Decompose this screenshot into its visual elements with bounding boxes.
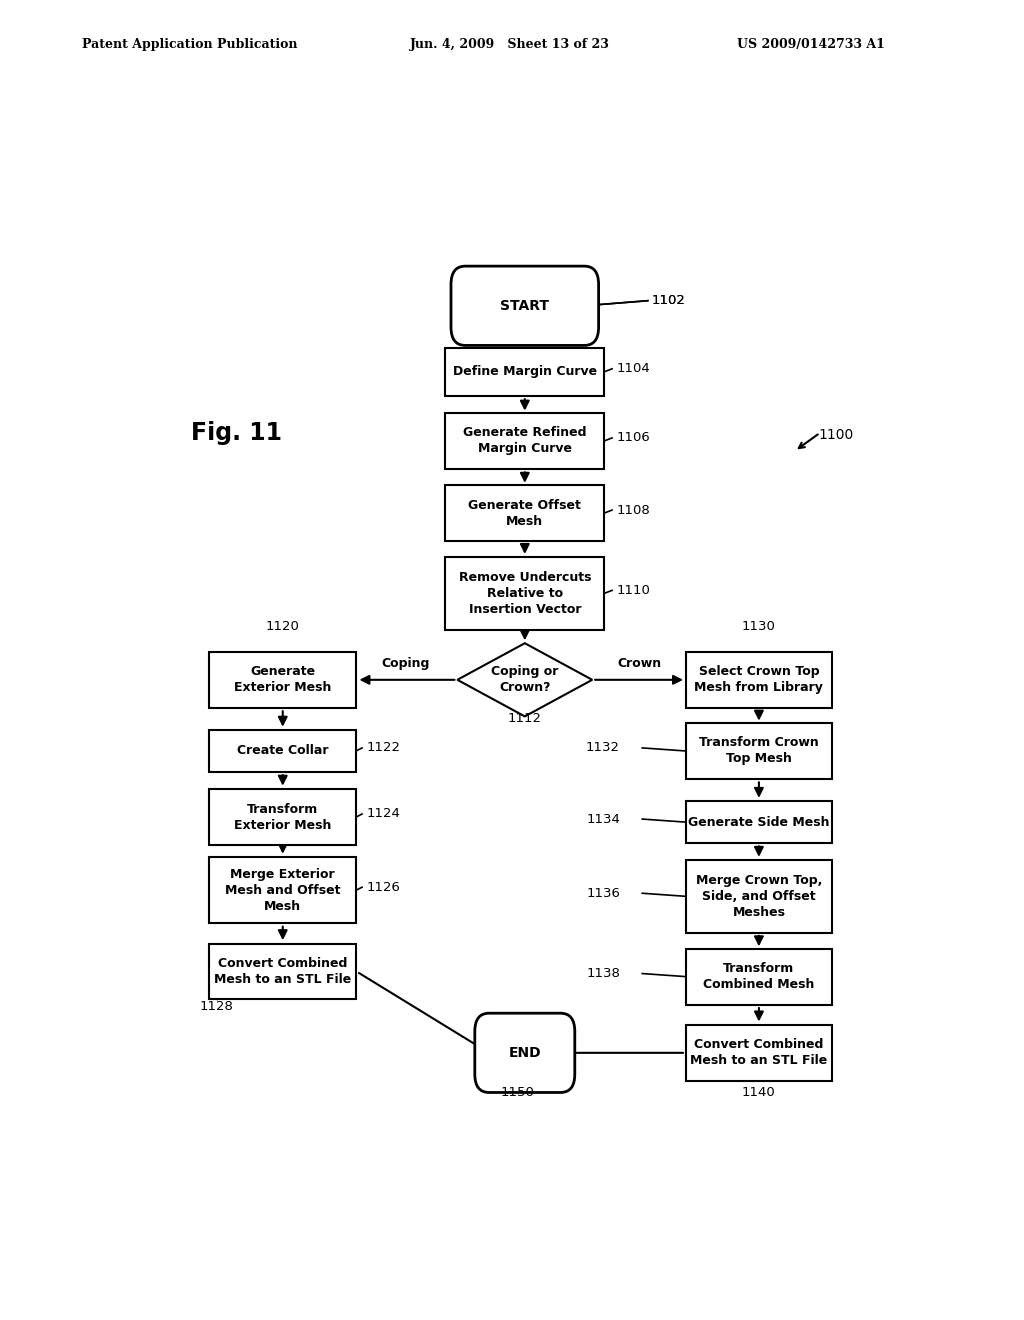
FancyBboxPatch shape bbox=[209, 730, 356, 772]
Text: 1106: 1106 bbox=[616, 432, 650, 445]
Text: Fig. 11: Fig. 11 bbox=[191, 421, 283, 445]
Text: 1130: 1130 bbox=[742, 620, 776, 634]
Text: Generate
Exterior Mesh: Generate Exterior Mesh bbox=[234, 665, 332, 694]
FancyBboxPatch shape bbox=[209, 789, 356, 845]
Text: Merge Crown Top,
Side, and Offset
Meshes: Merge Crown Top, Side, and Offset Meshes bbox=[695, 874, 822, 919]
Text: 1104: 1104 bbox=[616, 362, 650, 375]
FancyBboxPatch shape bbox=[685, 652, 833, 708]
FancyBboxPatch shape bbox=[209, 652, 356, 708]
Text: 1150: 1150 bbox=[501, 1086, 535, 1100]
Text: END: END bbox=[509, 1045, 541, 1060]
FancyBboxPatch shape bbox=[445, 486, 604, 541]
Text: Generate Side Mesh: Generate Side Mesh bbox=[688, 816, 829, 829]
Text: Coping or
Crown?: Coping or Crown? bbox=[492, 665, 558, 694]
Polygon shape bbox=[458, 643, 592, 717]
Text: Coping: Coping bbox=[382, 656, 430, 669]
Text: Patent Application Publication: Patent Application Publication bbox=[82, 38, 297, 51]
Text: 1112: 1112 bbox=[508, 713, 542, 725]
Text: Create Collar: Create Collar bbox=[237, 744, 329, 758]
Text: Transform
Combined Mesh: Transform Combined Mesh bbox=[703, 962, 815, 991]
Text: Generate Offset
Mesh: Generate Offset Mesh bbox=[468, 499, 582, 528]
FancyBboxPatch shape bbox=[685, 1024, 833, 1081]
FancyBboxPatch shape bbox=[685, 723, 833, 779]
Text: START: START bbox=[501, 298, 549, 313]
Text: Define Margin Curve: Define Margin Curve bbox=[453, 366, 597, 379]
FancyBboxPatch shape bbox=[445, 413, 604, 469]
Text: Transform
Exterior Mesh: Transform Exterior Mesh bbox=[234, 803, 332, 832]
FancyBboxPatch shape bbox=[445, 557, 604, 630]
FancyBboxPatch shape bbox=[451, 267, 599, 346]
Text: 1126: 1126 bbox=[367, 880, 400, 894]
Text: Crown: Crown bbox=[617, 656, 662, 669]
Text: Generate Refined
Margin Curve: Generate Refined Margin Curve bbox=[463, 426, 587, 455]
Text: Convert Combined
Mesh to an STL File: Convert Combined Mesh to an STL File bbox=[214, 957, 351, 986]
FancyBboxPatch shape bbox=[209, 857, 356, 923]
Text: 1134: 1134 bbox=[586, 813, 620, 825]
Text: Transform Crown
Top Mesh: Transform Crown Top Mesh bbox=[699, 737, 819, 766]
Text: US 2009/0142733 A1: US 2009/0142733 A1 bbox=[737, 38, 885, 51]
Text: 1102: 1102 bbox=[652, 294, 686, 308]
FancyBboxPatch shape bbox=[475, 1014, 574, 1093]
Text: 1120: 1120 bbox=[266, 620, 300, 634]
Text: 1110: 1110 bbox=[616, 583, 650, 597]
FancyBboxPatch shape bbox=[685, 859, 833, 933]
Text: 1132: 1132 bbox=[586, 742, 620, 755]
FancyBboxPatch shape bbox=[209, 944, 356, 999]
Text: Remove Undercuts
Relative to
Insertion Vector: Remove Undercuts Relative to Insertion V… bbox=[459, 572, 591, 616]
Text: 1100: 1100 bbox=[818, 428, 854, 442]
Text: 1140: 1140 bbox=[742, 1086, 776, 1100]
Text: 1136: 1136 bbox=[586, 887, 620, 900]
FancyBboxPatch shape bbox=[685, 949, 833, 1005]
Text: Jun. 4, 2009   Sheet 13 of 23: Jun. 4, 2009 Sheet 13 of 23 bbox=[410, 38, 609, 51]
Text: 1128: 1128 bbox=[200, 1001, 233, 1012]
Text: 1124: 1124 bbox=[367, 808, 400, 821]
Text: 1138: 1138 bbox=[586, 968, 620, 979]
Text: 1122: 1122 bbox=[367, 742, 400, 755]
Text: 1108: 1108 bbox=[616, 503, 650, 516]
FancyBboxPatch shape bbox=[445, 348, 604, 396]
FancyBboxPatch shape bbox=[685, 801, 833, 843]
Text: Merge Exterior
Mesh and Offset
Mesh: Merge Exterior Mesh and Offset Mesh bbox=[225, 867, 341, 912]
Text: Convert Combined
Mesh to an STL File: Convert Combined Mesh to an STL File bbox=[690, 1039, 827, 1068]
Text: Select Crown Top
Mesh from Library: Select Crown Top Mesh from Library bbox=[694, 665, 823, 694]
Text: 1102: 1102 bbox=[652, 294, 686, 308]
